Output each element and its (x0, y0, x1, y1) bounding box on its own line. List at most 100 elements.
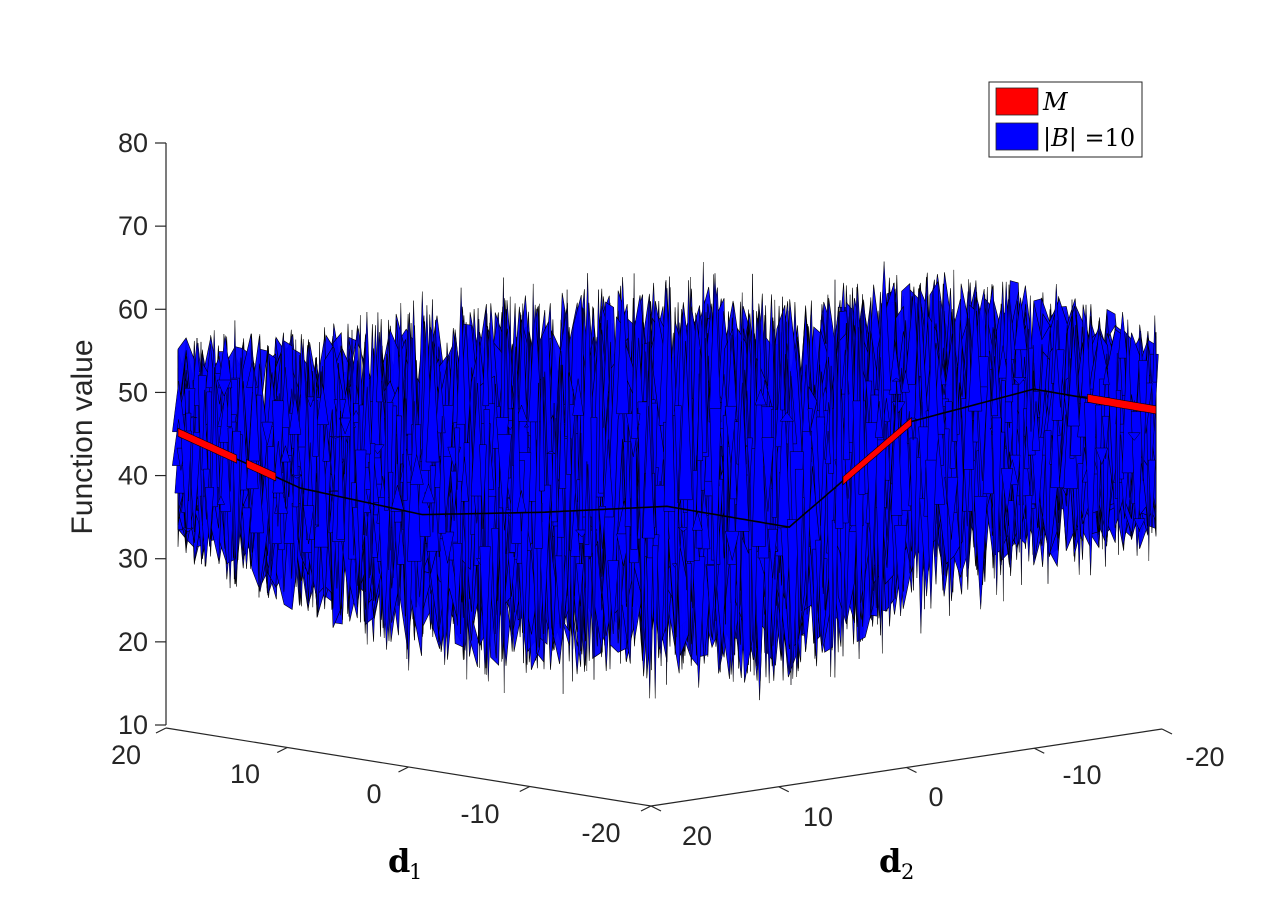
surface-spike (697, 349, 704, 461)
surface-spike (807, 408, 813, 436)
surface-spike (219, 409, 231, 512)
surface-spike (211, 367, 218, 508)
surface-spike (463, 442, 470, 680)
surface-spike (538, 334, 545, 492)
surface-spike (492, 383, 499, 449)
surface-spike (1095, 404, 1103, 535)
surface-spike (497, 434, 512, 531)
surface-spike (261, 421, 274, 446)
surface-spike (368, 443, 376, 554)
surface-spike (297, 339, 309, 448)
surface-spike (479, 546, 491, 675)
legend-label-B-script: B (1050, 124, 1069, 152)
d2-tick-label: 10 (803, 802, 833, 832)
surface-spike (725, 530, 740, 561)
d2-axis-ticks: 20 10 0 -10 -20 (650, 728, 1225, 851)
surface-spike (944, 428, 950, 505)
surface-spike (901, 370, 910, 393)
surface-spike (786, 519, 799, 679)
surface-spike (312, 357, 319, 457)
surface-spike (1014, 297, 1028, 351)
surface-spike (894, 525, 907, 617)
z-tick-label: 10 (118, 710, 148, 740)
surface-spike (440, 531, 455, 564)
surface-spike (363, 386, 371, 455)
surface-spike (1056, 349, 1065, 408)
z-tick-label: 50 (118, 377, 148, 407)
surface-spike (883, 398, 890, 423)
z-tick-label: 40 (118, 461, 148, 491)
surface-spike (1077, 463, 1084, 539)
surface-spike (828, 365, 835, 474)
surface-spike (479, 444, 487, 529)
surface-spike (450, 470, 458, 521)
surface-spike (355, 449, 367, 592)
surface-spike (180, 430, 192, 534)
surface-spike (865, 380, 873, 425)
surface-spike (1127, 432, 1141, 441)
m-surface-patch (1087, 393, 1157, 415)
surface-spike (576, 563, 584, 607)
surface-spike (204, 487, 215, 547)
surface-spike (1025, 495, 1033, 562)
surface-spike (460, 456, 469, 502)
surface-spike (816, 416, 826, 526)
z-tick-label: 80 (118, 128, 148, 158)
surface-spike (1007, 500, 1016, 562)
surface-spike (674, 405, 682, 504)
surface-spike (523, 423, 530, 428)
m-surface-patch (246, 459, 277, 482)
d1-tick-label: 20 (111, 740, 141, 770)
surface-spike (997, 345, 1009, 379)
surface-spike (767, 528, 778, 578)
legend-entry-M: M (995, 87, 1069, 116)
surface-spike (652, 545, 659, 699)
surface-spike (303, 505, 315, 545)
z-tick-label: 60 (118, 294, 148, 324)
surface-spike (598, 316, 604, 494)
d2-tick-mark (778, 786, 790, 793)
surface-spike (570, 493, 581, 557)
surface-spike (306, 396, 315, 408)
d2-tick-mark (1161, 728, 1173, 735)
surface-spike (706, 565, 717, 638)
surface-spike (1067, 327, 1080, 427)
surface-spike (330, 436, 341, 439)
d2-tick-label: 20 (682, 821, 712, 851)
d2-tick-label: 0 (928, 782, 943, 812)
surface-spike (1117, 312, 1128, 359)
m-surface-patch (842, 416, 912, 486)
surface-spike (421, 483, 436, 504)
surface-spike (1133, 518, 1146, 531)
surface-spike (438, 416, 447, 534)
surface-spike (858, 310, 866, 495)
surface-spike (396, 415, 402, 500)
surface-spike (558, 364, 567, 489)
surface-spike (1044, 430, 1052, 584)
surface-spike (843, 322, 850, 461)
d1-axis-ticks: 20 10 0 -10 -20 (111, 727, 652, 848)
z-axis-ticks: 10 20 30 40 50 60 70 80 (118, 128, 166, 740)
surface-spike (751, 309, 767, 547)
surface-spike (405, 312, 414, 435)
surface-spike (1050, 375, 1060, 488)
surface-spike (616, 277, 629, 415)
surface-spike (735, 382, 750, 532)
d2-axis-label: d 2 (879, 842, 914, 884)
surface-spike (677, 527, 690, 532)
surface-spike (435, 371, 446, 434)
surface-spike (771, 340, 777, 518)
z-tick-label: 20 (118, 627, 148, 657)
z-axis-label: Function value (66, 339, 99, 534)
surface-spike (455, 480, 462, 601)
surface-spike (794, 468, 804, 634)
surface-spike (336, 410, 345, 540)
surface-spike (578, 432, 584, 544)
surface-spike (206, 391, 213, 537)
d1-tick-mark (276, 746, 288, 754)
d1-tick-label: -10 (460, 799, 499, 829)
surface-spike (1102, 366, 1110, 385)
surface-spike (925, 459, 937, 609)
surface-spike (1115, 390, 1121, 555)
